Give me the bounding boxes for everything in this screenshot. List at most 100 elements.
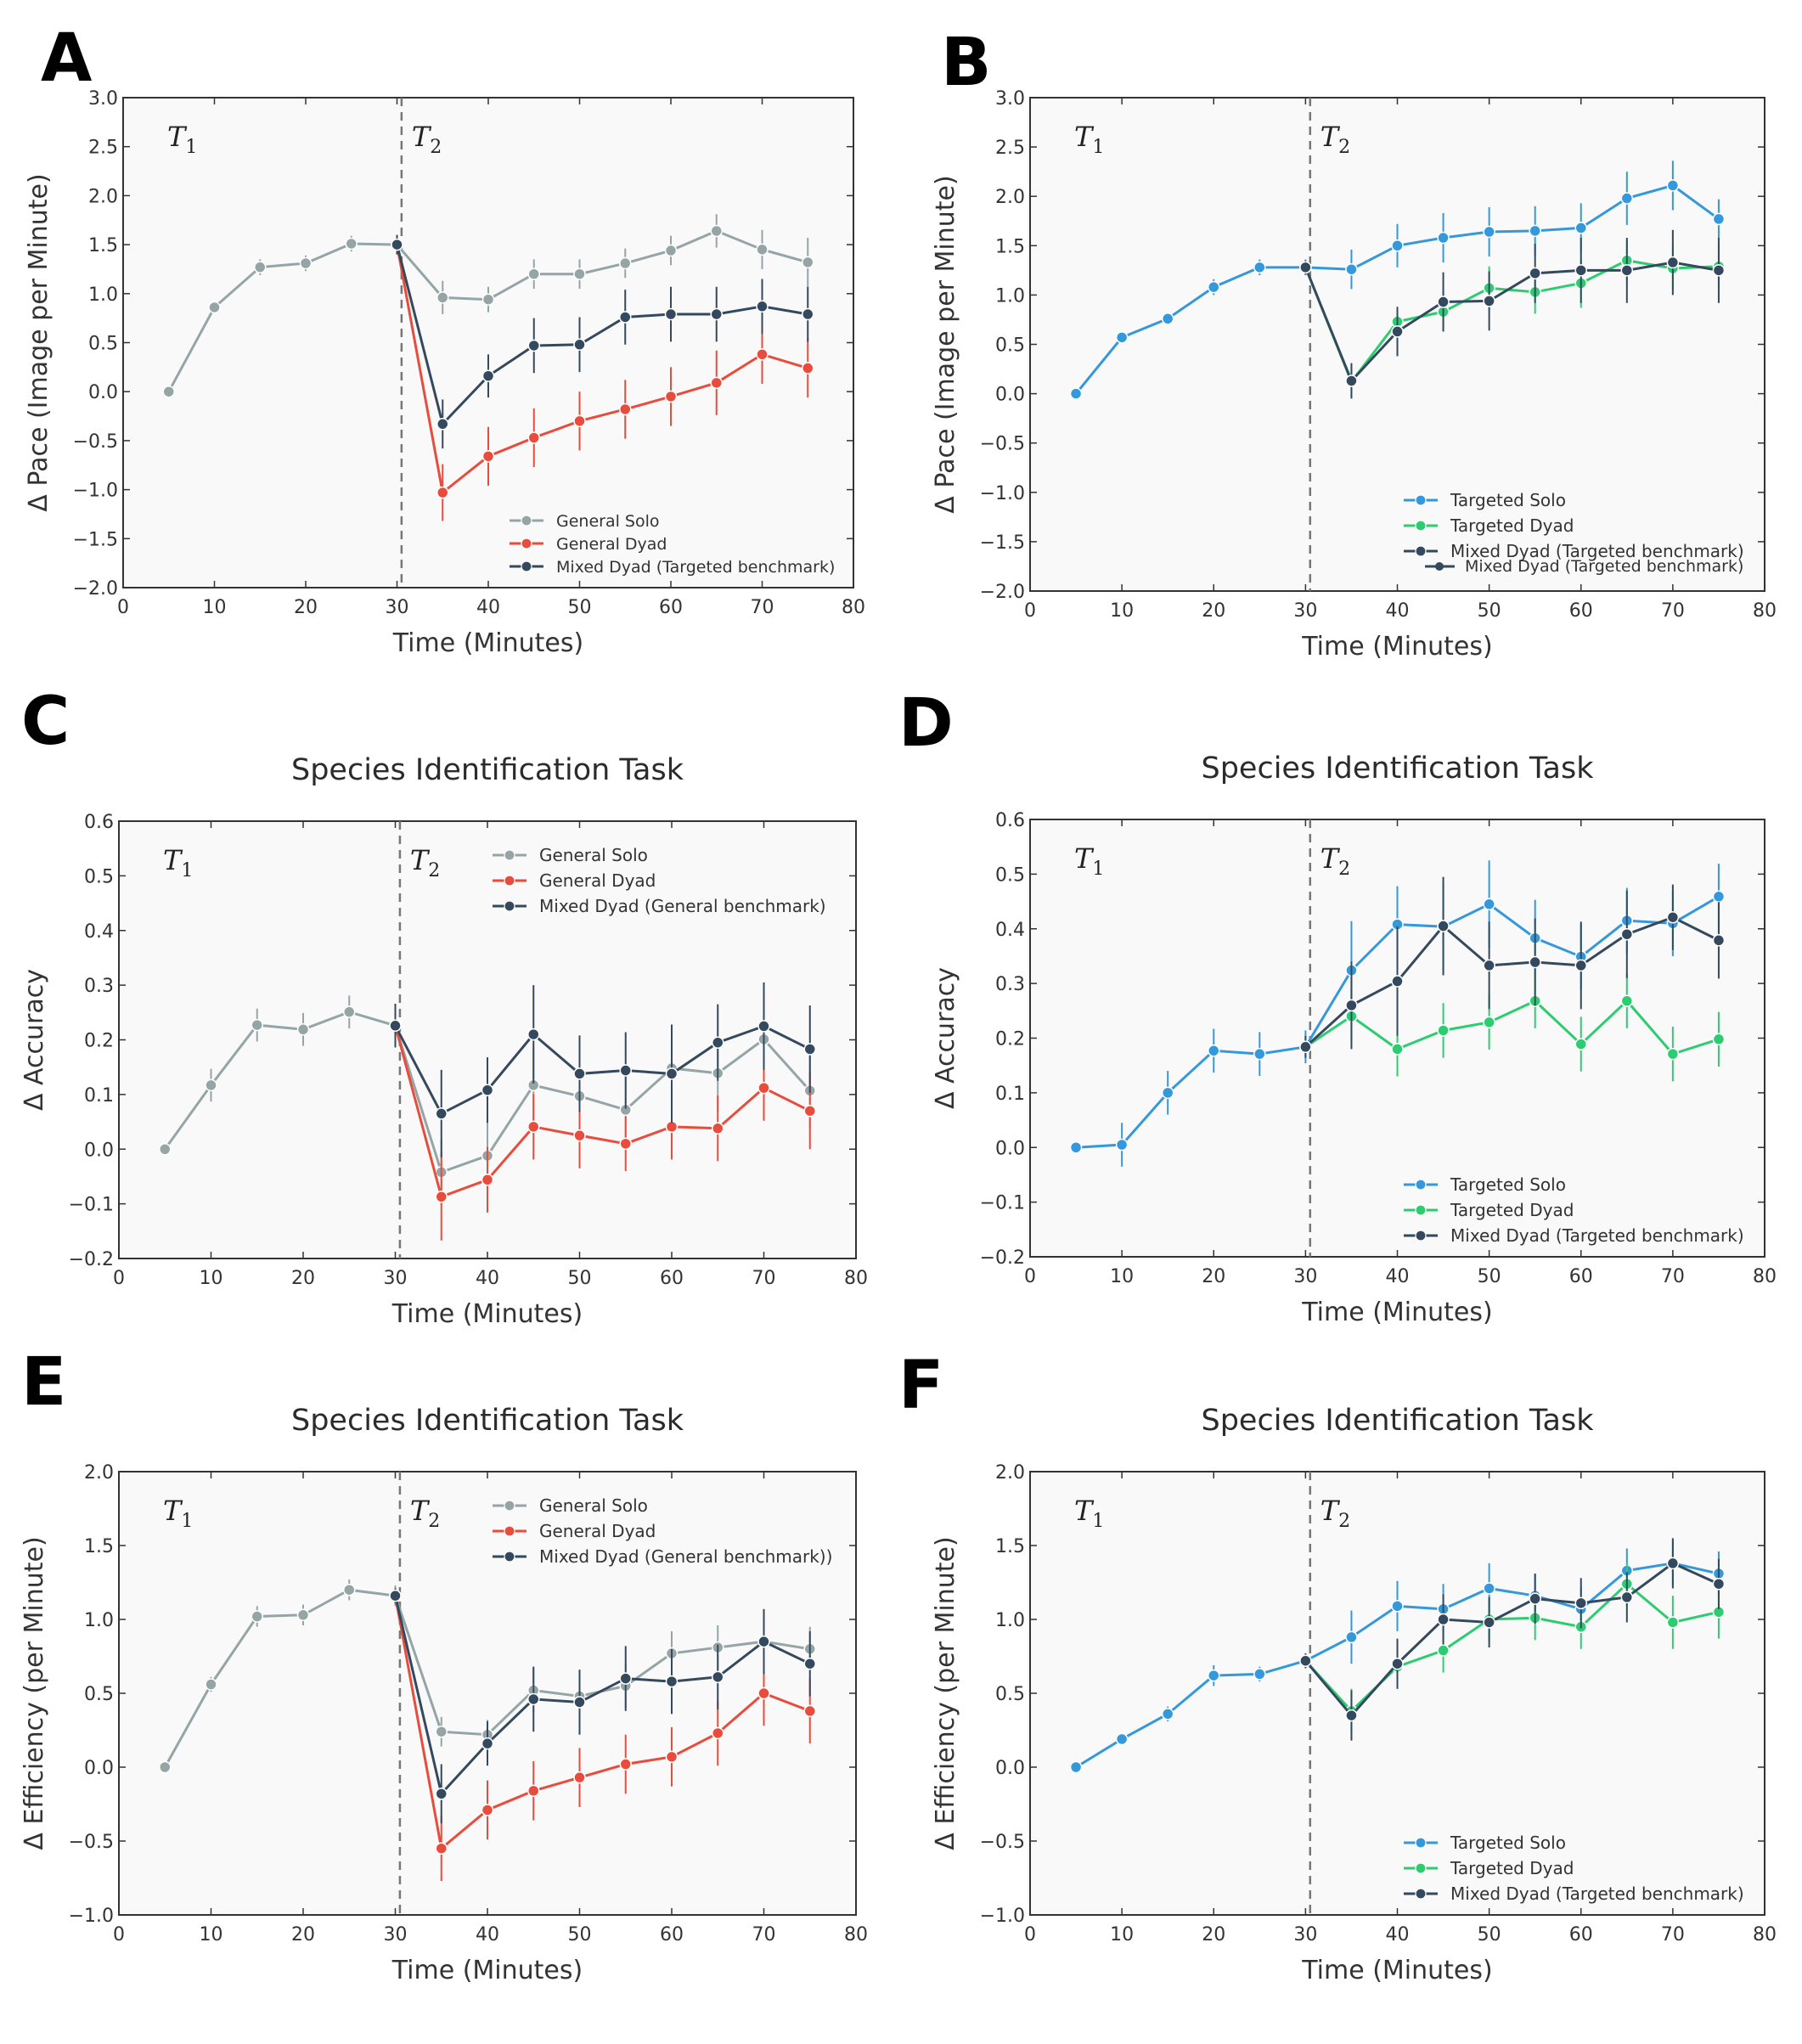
y-tick-label: 0.0 bbox=[84, 1140, 114, 1161]
y-tick-label: 0.5 bbox=[995, 335, 1025, 357]
data-point bbox=[619, 1672, 632, 1685]
data-point bbox=[665, 1750, 679, 1764]
data-point bbox=[1161, 1708, 1174, 1720]
data-point bbox=[803, 1657, 816, 1670]
period-label-t2: T2 bbox=[1321, 842, 1350, 880]
data-point bbox=[1253, 261, 1266, 274]
panel-letter: F bbox=[898, 1348, 943, 1424]
y-axis-label: Δ Accuracy bbox=[931, 967, 960, 1109]
data-point bbox=[710, 224, 723, 238]
data-point bbox=[1437, 920, 1450, 932]
period-label-t2-subscript: 2 bbox=[1338, 137, 1350, 158]
data-point bbox=[1345, 999, 1358, 1012]
data-point bbox=[436, 418, 449, 431]
period-label-t1-subscript: 1 bbox=[1092, 859, 1104, 880]
series-mixed-dyad-targeted-benchmark bbox=[1299, 1538, 1726, 1741]
data-point bbox=[710, 376, 723, 390]
data-point bbox=[573, 414, 586, 428]
data-point bbox=[481, 450, 495, 463]
x-tick-label: 30 bbox=[1293, 600, 1317, 622]
data-point bbox=[481, 1084, 494, 1096]
data-point bbox=[664, 244, 678, 257]
x-tick-label: 50 bbox=[1478, 600, 1501, 622]
series-mixed-dyad-general-benchmark bbox=[389, 982, 816, 1157]
y-tick-label: 1.0 bbox=[88, 284, 118, 306]
data-point bbox=[1437, 1613, 1450, 1626]
x-tick-label: 50 bbox=[1478, 1266, 1501, 1287]
period-label-t1-subscript: 1 bbox=[1092, 1511, 1104, 1532]
x-tick-label: 0 bbox=[1024, 1924, 1036, 1945]
y-axis-label: Δ Accuracy bbox=[20, 969, 49, 1111]
panel-letter: D bbox=[898, 685, 954, 762]
x-tick-label: 40 bbox=[1386, 1266, 1410, 1287]
data-point bbox=[1069, 1141, 1083, 1154]
legend-swatch-marker bbox=[521, 538, 532, 549]
legend-label: Mixed Dyad (Targeted benchmark) bbox=[556, 558, 835, 577]
series-line bbox=[1304, 915, 1720, 1048]
data-point bbox=[254, 261, 267, 273]
legend-label: Mixed Dyad (Targeted benchmark) bbox=[1450, 1225, 1744, 1246]
panel-letter: B bbox=[941, 25, 991, 101]
legend-item-duplicate: Mixed Dyad (Targeted benchmark) bbox=[1425, 557, 1743, 576]
data-point bbox=[1483, 225, 1495, 239]
period-label-t1-letter: T bbox=[163, 844, 183, 876]
data-point bbox=[159, 1143, 172, 1156]
data-point bbox=[1666, 1557, 1680, 1570]
y-tick-label: 3.0 bbox=[88, 88, 118, 110]
y-tick-label: 0.0 bbox=[995, 1138, 1025, 1159]
data-point bbox=[1574, 1596, 1587, 1610]
data-point bbox=[345, 237, 358, 251]
period-label-t2-letter: T bbox=[412, 121, 432, 153]
y-tick-label: −0.2 bbox=[69, 1249, 114, 1270]
x-tick-label: 60 bbox=[1569, 1266, 1593, 1287]
data-point bbox=[1574, 959, 1587, 972]
x-tick-label: 80 bbox=[1753, 1924, 1777, 1945]
data-point bbox=[1620, 1591, 1634, 1604]
y-tick-label: 2.0 bbox=[995, 187, 1025, 208]
legend-swatch-marker bbox=[1415, 520, 1427, 532]
y-tick-label: 3.0 bbox=[995, 88, 1025, 110]
data-point bbox=[1115, 331, 1129, 344]
y-tick-label: −0.5 bbox=[69, 1832, 114, 1853]
legend-item: Mixed Dyad (Targeted benchmark) bbox=[1404, 1225, 1744, 1246]
data-point bbox=[481, 1804, 494, 1816]
legend-item: Targeted Solo bbox=[1404, 1174, 1566, 1195]
data-point bbox=[1345, 1709, 1358, 1722]
period-label-t2: T2 bbox=[1321, 121, 1350, 158]
period-label-t2-letter: T bbox=[1321, 842, 1341, 875]
y-tick-label: 0.5 bbox=[995, 1684, 1025, 1705]
panel-letter: E bbox=[21, 1344, 66, 1421]
data-point bbox=[1069, 387, 1083, 400]
period-label-t1: T1 bbox=[163, 1495, 193, 1532]
legend-item: Mixed Dyad (Targeted benchmark) bbox=[1404, 541, 1744, 561]
data-point bbox=[435, 1725, 448, 1738]
period-label-t2: T2 bbox=[410, 844, 440, 881]
data-point bbox=[573, 267, 586, 280]
period-label-t2: T2 bbox=[1321, 1495, 1350, 1532]
period-label-t2: T2 bbox=[412, 121, 442, 158]
data-point bbox=[803, 1104, 816, 1118]
legend: General Solo General Dyad Mixed Dyad (Gene… bbox=[493, 845, 826, 916]
data-point bbox=[1391, 1657, 1404, 1670]
plot-area bbox=[122, 97, 854, 588]
period-label-t1: T1 bbox=[167, 121, 197, 158]
data-point bbox=[573, 1771, 586, 1784]
y-tick-label: −0.5 bbox=[73, 431, 118, 453]
y-tick-label: 1.5 bbox=[88, 235, 118, 256]
legend-swatch-marker bbox=[521, 515, 532, 526]
x-tick-label: 70 bbox=[752, 1924, 776, 1945]
legend-swatch-marker bbox=[1415, 1837, 1427, 1849]
y-axis-label: Δ Efficiency (per Minute) bbox=[20, 1536, 49, 1850]
period-label-t1: T1 bbox=[163, 844, 193, 881]
legend-label: Targeted Dyad bbox=[1450, 515, 1574, 536]
y-tick-label: −0.1 bbox=[69, 1195, 114, 1216]
y-tick-label: 0.2 bbox=[84, 1031, 114, 1052]
x-tick-label: 20 bbox=[294, 597, 318, 618]
data-point bbox=[527, 1028, 540, 1041]
legend-swatch-marker bbox=[1435, 562, 1444, 571]
x-tick-label: 10 bbox=[1110, 1924, 1134, 1945]
data-point bbox=[481, 1174, 494, 1186]
x-tick-label: 70 bbox=[751, 597, 774, 618]
series-line bbox=[1304, 1562, 1720, 1718]
